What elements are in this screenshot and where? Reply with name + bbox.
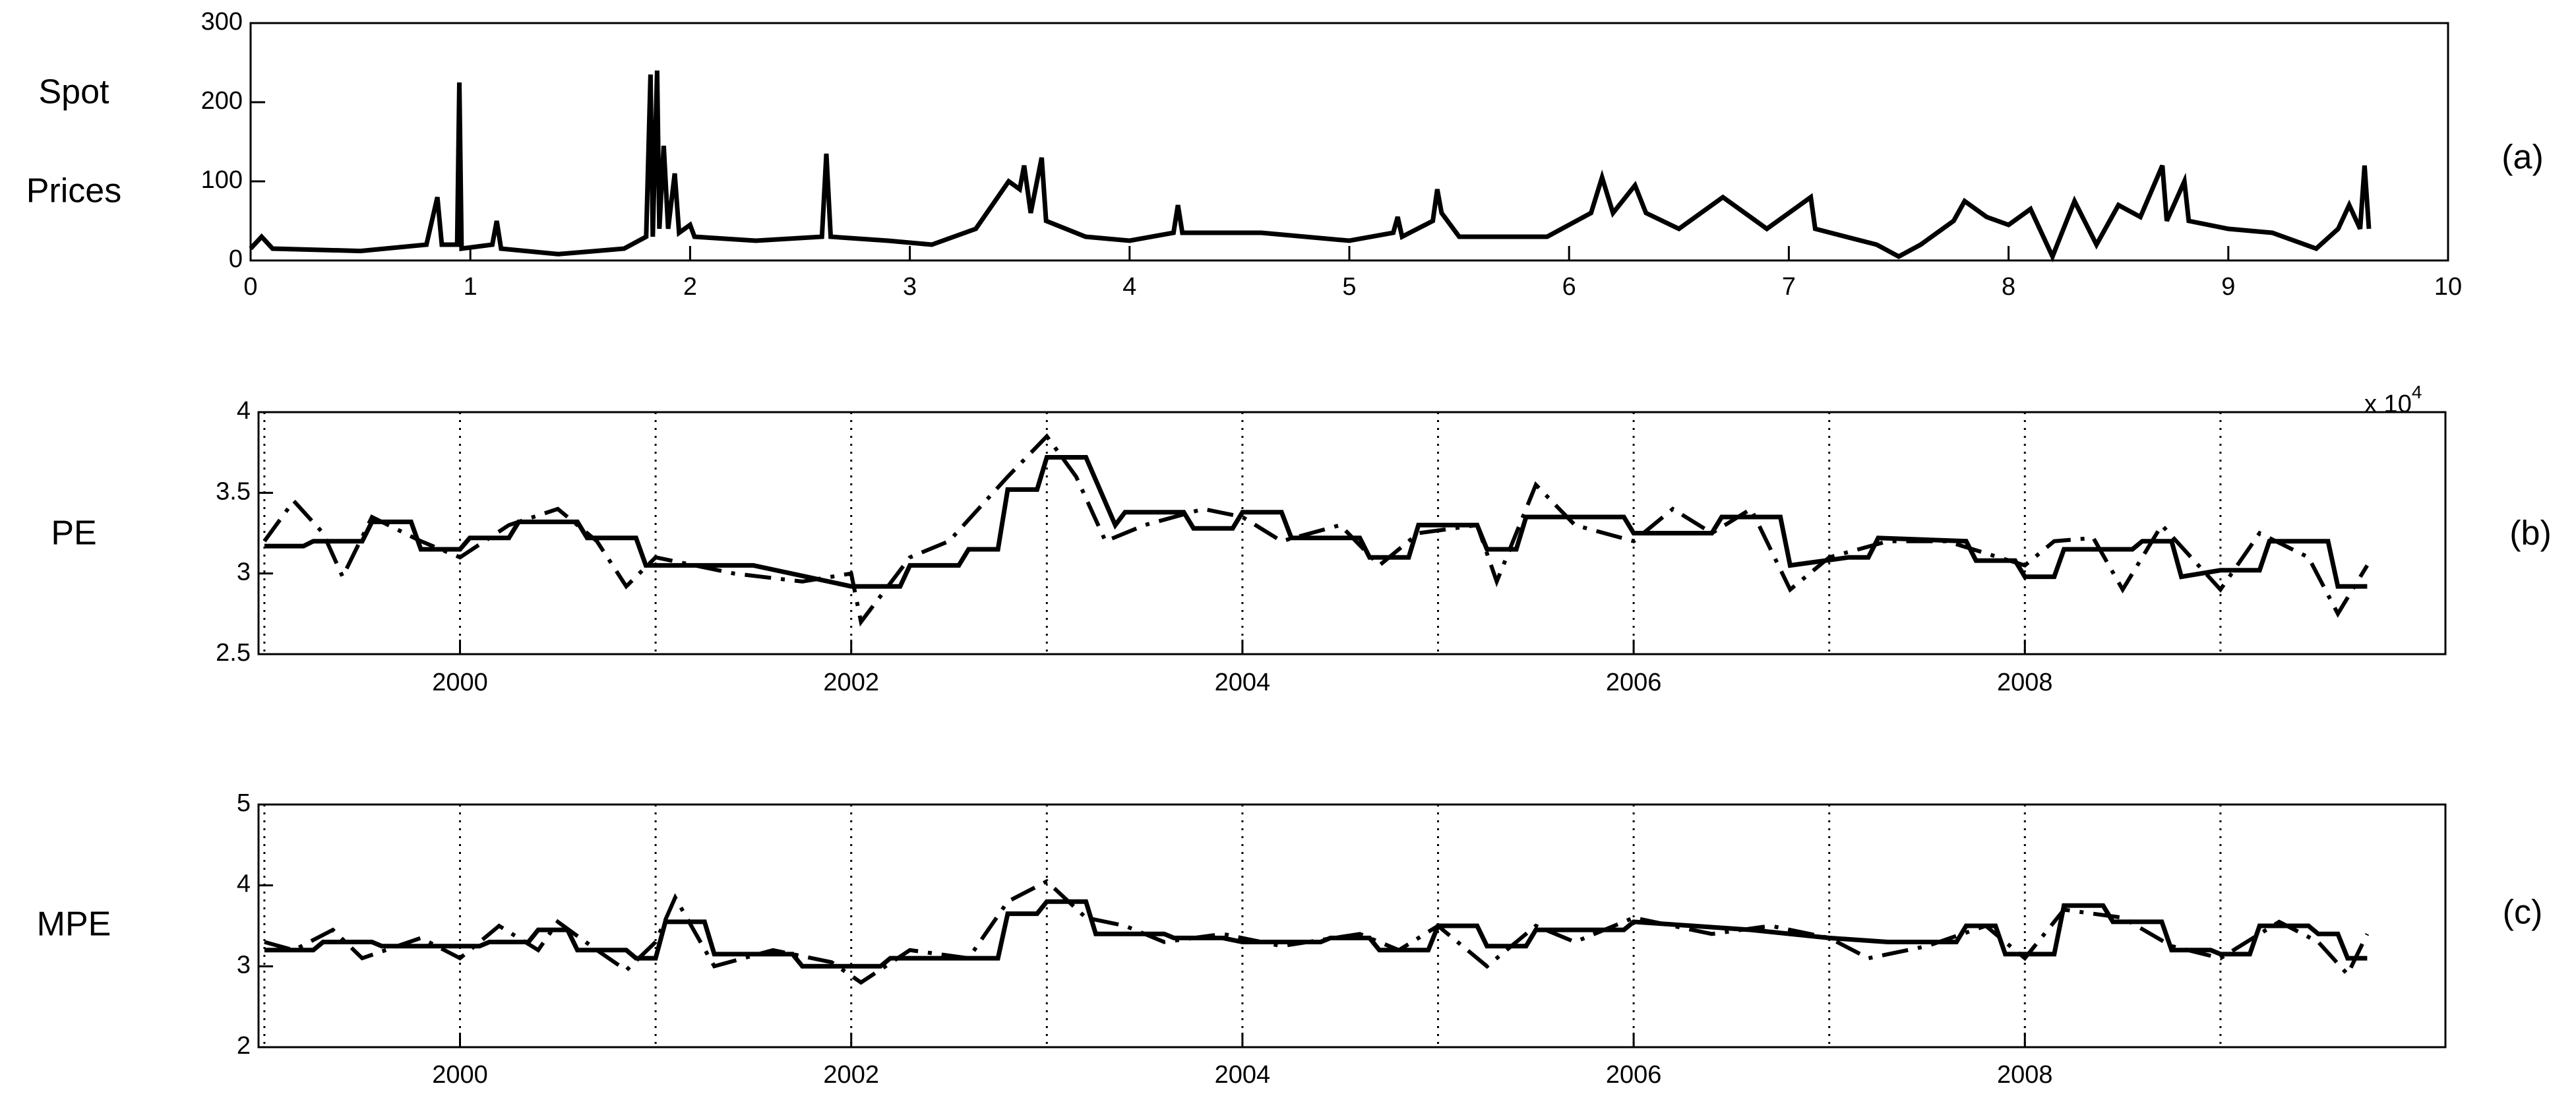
panel-label: (b) — [2509, 514, 2552, 553]
y-tick-label: 3 — [237, 559, 251, 586]
x-tick-label: 2002 — [823, 1061, 879, 1089]
data-line — [249, 70, 2372, 262]
data-line — [264, 878, 2370, 985]
y-tick-label: 200 — [201, 87, 243, 115]
x-tick-label: 2002 — [823, 669, 879, 696]
x-tick-label: 5 — [1342, 273, 1356, 301]
y-tick-label: 2.5 — [216, 639, 251, 667]
y-axis-label: MPE — [37, 905, 111, 944]
x-tick-label: 8 — [2002, 273, 2015, 301]
x-tick-label: 2008 — [1997, 1061, 2053, 1089]
x-tick-label: 2 — [683, 273, 697, 301]
x-multiplier: x 104 — [2364, 382, 2422, 418]
y-tick-label: 3 — [237, 951, 251, 979]
y-tick-label: 5 — [237, 789, 251, 817]
y-tick-label: 2 — [237, 1032, 251, 1060]
x-tick-label: 2000 — [432, 1061, 488, 1089]
y-tick-label: 100 — [201, 166, 243, 194]
x-tick-label: 2004 — [1215, 669, 1271, 696]
y-tick-label: 0 — [229, 245, 243, 273]
y-axis-label: Prices — [26, 172, 121, 210]
axes-frame — [249, 22, 2449, 262]
y-tick-label: 4 — [237, 870, 251, 898]
x-tick-label: 0 — [243, 273, 257, 301]
x-tick-label: 1 — [464, 273, 477, 301]
data-line — [264, 899, 2368, 969]
axes-frame — [257, 803, 2447, 1048]
y-tick-label: 3.5 — [216, 477, 251, 505]
x-tick-label: 7 — [1782, 273, 1796, 301]
x-tick-label: 2008 — [1997, 669, 2053, 696]
x-multiplier-exponent: 4 — [2412, 382, 2422, 402]
x-tick-label: 2006 — [1606, 669, 1662, 696]
x-tick-label: 9 — [2221, 273, 2235, 301]
y-tick-label: 300 — [201, 8, 243, 36]
x-tick-label: 2000 — [432, 669, 488, 696]
y-axis-label: PE — [51, 514, 96, 553]
x-tick-label: 2004 — [1215, 1061, 1271, 1089]
x-multiplier-base: x 10 — [2364, 390, 2412, 418]
x-tick-label: 2006 — [1606, 1061, 1662, 1089]
axes-frame — [257, 411, 2447, 655]
y-tick-label: 4 — [237, 397, 251, 425]
panel-label: (a) — [2501, 138, 2544, 177]
x-tick-label: 10 — [2434, 273, 2462, 301]
x-tick-label: 4 — [1122, 273, 1136, 301]
panel-label: (c) — [2503, 894, 2543, 932]
data-line — [264, 455, 2368, 589]
x-tick-label: 3 — [903, 273, 917, 301]
x-tick-label: 6 — [1562, 273, 1576, 301]
y-axis-label: Spot — [39, 73, 110, 111]
